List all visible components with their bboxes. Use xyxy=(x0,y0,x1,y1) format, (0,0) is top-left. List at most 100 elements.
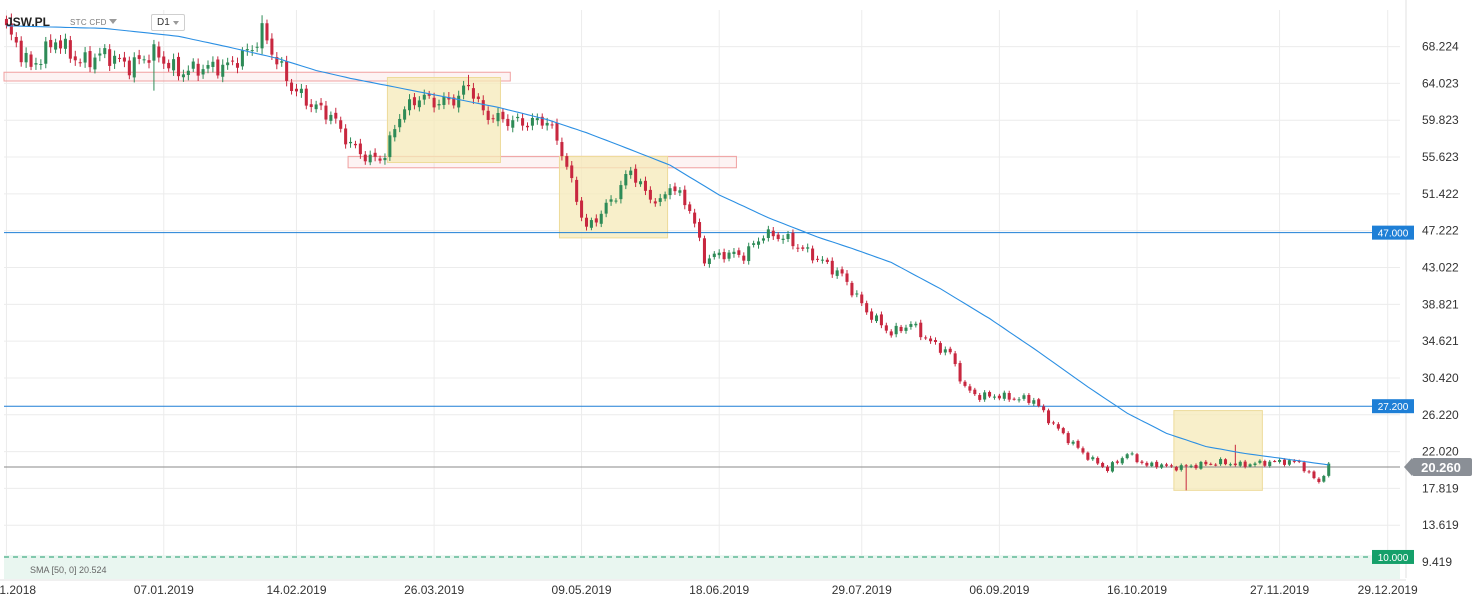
candle-body xyxy=(1263,461,1267,466)
current-price-tag: 20.260 xyxy=(1404,458,1472,477)
candle xyxy=(1282,458,1287,467)
candle xyxy=(1081,446,1085,455)
candle xyxy=(294,83,298,97)
candle-body xyxy=(1204,461,1208,465)
candle-body xyxy=(604,202,608,214)
candle-body xyxy=(1027,394,1031,403)
candle xyxy=(260,15,264,55)
candle-body xyxy=(501,111,505,120)
candle xyxy=(722,248,726,263)
candle-body xyxy=(570,165,574,179)
candle-body xyxy=(1056,424,1060,429)
candle xyxy=(388,131,392,161)
candle-body xyxy=(132,57,136,78)
candle xyxy=(653,198,657,207)
candle xyxy=(147,54,151,69)
candle-body xyxy=(894,325,898,335)
candle xyxy=(481,95,485,116)
candle xyxy=(68,35,72,63)
candle xyxy=(535,113,539,125)
candle-body xyxy=(732,251,736,254)
candle-body xyxy=(324,105,328,120)
candle-body xyxy=(589,220,593,228)
candle xyxy=(1047,408,1051,425)
candle-body xyxy=(1002,392,1006,399)
x-tick-label: 29.12.2019 xyxy=(1358,583,1418,597)
candle-body xyxy=(172,59,176,71)
candle-body xyxy=(408,99,412,111)
y-tick-label: 55.623 xyxy=(1422,150,1459,164)
candle-body xyxy=(88,51,92,68)
candle xyxy=(879,311,883,329)
candle-body xyxy=(329,114,333,121)
candle xyxy=(1071,440,1075,446)
candle-body xyxy=(845,273,849,282)
candle xyxy=(683,185,687,210)
candle-body xyxy=(683,189,687,206)
candle-body xyxy=(516,116,520,119)
x-tick-label: 09.05.2019 xyxy=(552,583,612,597)
candle-body xyxy=(530,117,534,126)
candle xyxy=(1194,463,1198,470)
candle-body xyxy=(988,392,992,397)
candle-body xyxy=(265,23,269,41)
candle xyxy=(201,64,205,79)
candle-body xyxy=(481,100,485,111)
candle xyxy=(1135,452,1139,464)
candle-body xyxy=(142,59,146,61)
candle-body xyxy=(162,56,166,64)
candle-body xyxy=(226,62,230,66)
level-tag-bg xyxy=(1372,399,1414,414)
candle xyxy=(1101,461,1105,469)
candle xyxy=(78,58,82,67)
candle xyxy=(137,49,141,65)
candle-body xyxy=(1238,461,1242,466)
candle-body xyxy=(275,56,279,65)
candle-body xyxy=(850,282,854,296)
candle-body xyxy=(231,60,235,62)
candle xyxy=(1125,452,1129,460)
candle-body xyxy=(997,395,1001,399)
candle-body xyxy=(294,88,298,92)
candle-body xyxy=(860,294,864,304)
candle xyxy=(1164,462,1169,468)
timeframe-select[interactable]: D1 xyxy=(151,14,185,31)
chevron-down-icon[interactable] xyxy=(109,19,117,24)
indicator-label[interactable]: SMA [50, 0] 20.524 xyxy=(30,565,107,575)
candle-body xyxy=(904,327,908,331)
candle-body xyxy=(452,97,456,106)
candle-body xyxy=(1066,433,1070,444)
candle-body xyxy=(1322,475,1326,482)
candle xyxy=(766,225,770,242)
candle xyxy=(1278,458,1282,464)
candle-body xyxy=(806,247,810,249)
candle xyxy=(933,337,938,345)
candle-body xyxy=(314,104,318,110)
candle-body xyxy=(1292,460,1296,462)
candle xyxy=(1268,459,1272,468)
candle xyxy=(747,242,751,265)
candle-body xyxy=(221,64,225,77)
candle xyxy=(1317,477,1321,484)
symbol-label[interactable]: JSW.PL xyxy=(6,15,51,29)
candle xyxy=(1061,426,1065,435)
candle xyxy=(63,33,67,54)
candle xyxy=(1302,460,1306,473)
candle-body xyxy=(668,188,672,196)
candle xyxy=(648,186,652,204)
candle xyxy=(1189,464,1193,469)
candle xyxy=(157,41,161,63)
candle xyxy=(1233,444,1237,467)
candle xyxy=(850,280,854,298)
candle-body xyxy=(599,213,603,224)
candle xyxy=(167,59,171,72)
candle-body xyxy=(752,243,756,245)
candle xyxy=(707,254,711,268)
candle-body xyxy=(643,180,647,191)
candle xyxy=(1219,457,1223,466)
candle-body xyxy=(309,104,313,108)
candle-body xyxy=(673,186,677,192)
candle-body xyxy=(914,323,918,326)
